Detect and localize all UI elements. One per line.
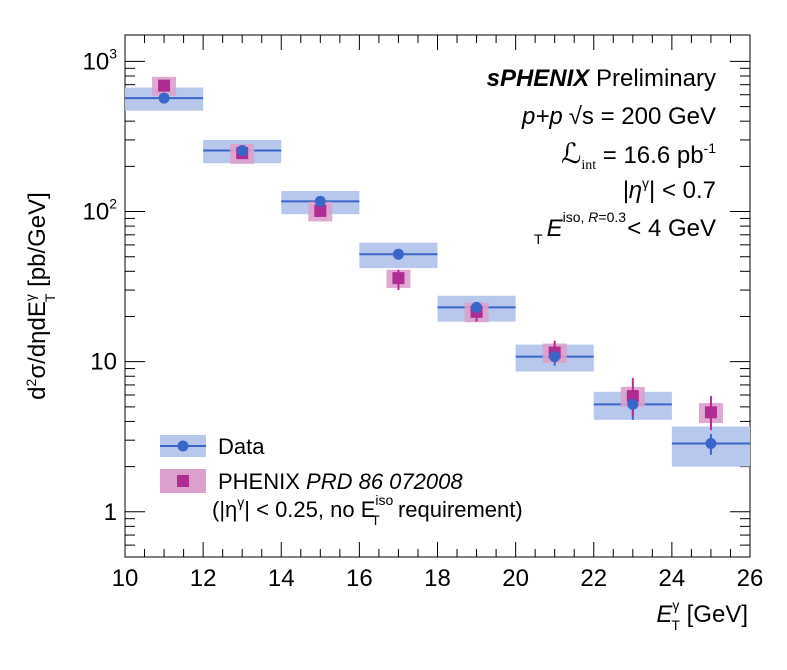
- legend-phenix-label: PHENIX PRD 86 072008: [218, 469, 463, 494]
- y-tick-label: 1: [104, 499, 117, 526]
- phenix-point: [704, 406, 717, 419]
- phenix-point: [392, 272, 405, 285]
- x-tick-label: 24: [659, 565, 686, 592]
- legend-data-swatch: [160, 435, 206, 457]
- legend-data-label: Data: [218, 434, 265, 459]
- y-axis-label: d2σ/dηdEγ T [pb/GeV]: [22, 192, 58, 400]
- x-axis-label: Eγ T [GeV]: [656, 597, 748, 633]
- data-point: [158, 92, 170, 104]
- data-point: [705, 438, 717, 450]
- x-tick-label: 10: [112, 565, 139, 592]
- y-tick-label: 102: [83, 196, 118, 226]
- data-point: [549, 351, 561, 363]
- x-tick-label: 20: [502, 565, 529, 592]
- data-point: [471, 301, 483, 313]
- series-phenix: [152, 76, 723, 431]
- legend-phenix-swatch: [160, 469, 206, 493]
- legend: Data PHENIX PRD 86 072008 (|ηγ| < 0.25, …: [160, 434, 523, 528]
- x-tick-label: 18: [424, 565, 451, 592]
- x-tick-label: 16: [346, 565, 373, 592]
- y-tick-labels: 1 10 102 103: [83, 45, 118, 525]
- data-point: [314, 195, 326, 207]
- annotation-energy: p+p √s = 200 GeV: [521, 103, 716, 130]
- annotation-eta-cut: |ηγ| < 0.7: [622, 175, 716, 204]
- phenix-point: [314, 204, 327, 217]
- annotation-isolation: Eiso, R=0.3 T < 4 GeV: [534, 209, 716, 247]
- x-tick-label: 14: [268, 565, 295, 592]
- y-tick-label: 10: [90, 349, 117, 376]
- data-point: [236, 145, 248, 157]
- x-tick-label: 26: [737, 565, 764, 592]
- x-tick-label: 22: [580, 565, 607, 592]
- data-point: [392, 248, 404, 260]
- x-tick-label: 12: [190, 565, 217, 592]
- x-tick-labels: 10 12 14 16 18 20 22 24 26: [112, 565, 764, 592]
- y-tick-label: 103: [83, 45, 118, 75]
- data-point: [627, 398, 639, 410]
- phenix-point: [158, 79, 171, 92]
- phenix-point: [626, 390, 639, 403]
- legend-phenix-note: (|ηγ| < 0.25, no Eiso T requirement): [212, 492, 523, 528]
- annotation-experiment: sPHENIX Preliminary: [487, 65, 716, 92]
- axis-ticks: [124, 35, 751, 558]
- annotation-luminosity: ℒint = 16.6 pb-1: [561, 139, 716, 173]
